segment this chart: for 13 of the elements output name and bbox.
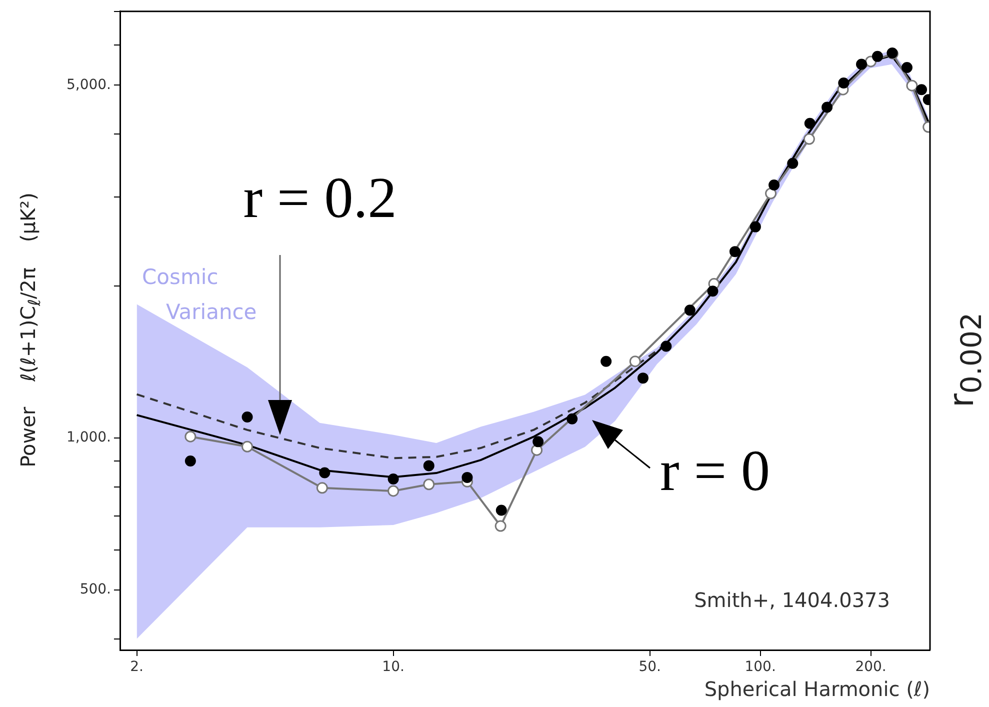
annotation: Smith+, 1404.0373	[694, 588, 890, 612]
annotation: r = 0	[660, 438, 770, 504]
x-tick-label: 50.	[638, 659, 661, 676]
annotation: Cosmic Variance	[142, 264, 257, 324]
x-tick-label: 2.	[130, 659, 144, 676]
x-tick-label: 200.	[855, 659, 886, 676]
y-tick-label: 5,000.	[66, 76, 111, 93]
x-tick-label: 10.	[382, 659, 404, 676]
y-tick-label: 1,000.	[66, 430, 111, 446]
x-tick-label: 100.	[744, 659, 776, 676]
y-tick-label: 500.	[80, 581, 111, 598]
x-axis-title: Spherical Harmonic (ℓ)	[704, 677, 930, 702]
annotation: r = 0.2	[243, 165, 397, 230]
